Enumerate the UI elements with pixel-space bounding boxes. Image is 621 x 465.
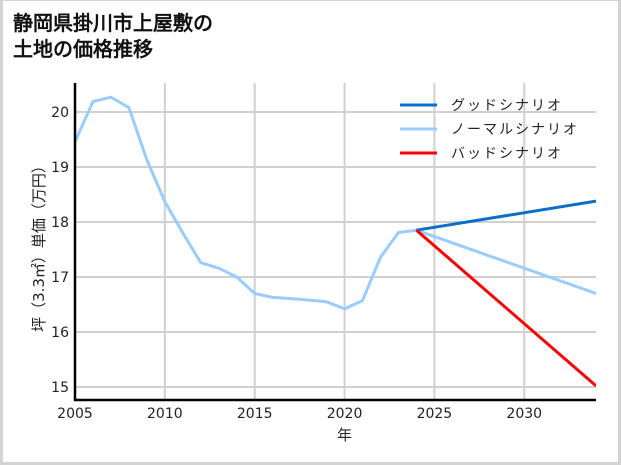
- chart-title: 静岡県掛川市上屋敷の 土地の価格推移: [13, 10, 213, 62]
- series-line: [416, 199, 596, 232]
- x-tick-label: 2030: [506, 406, 542, 422]
- y-tick-label: 15: [51, 380, 69, 396]
- y-tick-label: 18: [51, 215, 69, 231]
- x-tick-label: 2025: [417, 406, 453, 422]
- legend-label: ノーマルシナリオ: [451, 122, 579, 138]
- legend-item: バッドシナリオ: [400, 146, 563, 162]
- series-line: [415, 229, 596, 388]
- y-tick-label: 16: [51, 325, 69, 341]
- x-tick-label: 2005: [57, 406, 93, 422]
- legend-label: バッドシナリオ: [451, 146, 563, 162]
- series-line: [75, 95, 596, 311]
- y-axis-label: 坪（3.3㎡）単価（万円）: [30, 158, 48, 332]
- axes: [73, 83, 596, 402]
- title-line-2: 土地の価格推移: [13, 37, 153, 61]
- legend-item: グッドシナリオ: [400, 98, 563, 114]
- legend-label: グッドシナリオ: [451, 98, 563, 114]
- tick-labels: 2005 2010 2015 2020 2025 2030 15 16 17 18 19 20: [51, 105, 542, 422]
- x-axis-label: 年: [337, 426, 352, 444]
- y-tick-label: 17: [51, 270, 69, 286]
- series-lines: [75, 95, 596, 388]
- x-tick-label: 2015: [237, 406, 273, 422]
- grid-lines: [75, 83, 596, 400]
- y-tick-label: 19: [51, 160, 69, 176]
- x-tick-label: 2010: [147, 406, 183, 422]
- title-line-1: 静岡県掛川市上屋敷の: [13, 11, 213, 35]
- y-tick-label: 20: [51, 105, 69, 121]
- x-tick-label: 2020: [327, 406, 363, 422]
- legend-item: ノーマルシナリオ: [400, 122, 579, 138]
